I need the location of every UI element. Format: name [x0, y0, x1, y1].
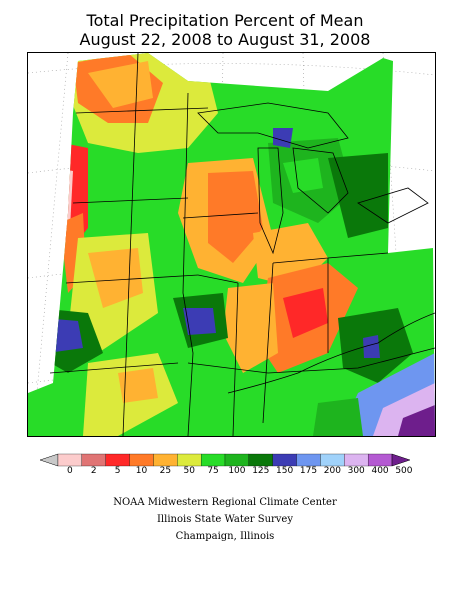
- legend-swatch-11: [320, 453, 345, 467]
- precipitation-map: [27, 52, 436, 437]
- legend-swatch-8: [248, 453, 273, 467]
- legend-label-0: 0: [67, 466, 73, 476]
- map-canvas: [28, 53, 435, 436]
- credit-survey: Illinois State Water Survey: [156, 514, 293, 525]
- credit-location: Champaign, Illinois: [175, 531, 275, 542]
- legend-label-150: 150: [276, 466, 294, 476]
- legend-swatch-13: [367, 453, 393, 467]
- legend-label-5: 5: [114, 466, 121, 476]
- legend-label-200: 200: [323, 466, 341, 476]
- legend-label-10: 10: [135, 466, 148, 476]
- legend-swatch-7: [224, 453, 250, 467]
- legend-label-75: 75: [207, 466, 219, 476]
- legend-label-300: 300: [347, 466, 365, 476]
- credit-organization: NOAA Midwestern Regional Climate Center: [113, 497, 337, 508]
- legend-label-125: 125: [252, 466, 270, 476]
- legend-label-50: 50: [183, 466, 195, 476]
- legend-swatch-3: [129, 453, 154, 467]
- legend: 0 2 5 10 25 50 75 100 125 150 175 200 300 400 500: [39, 452, 413, 482]
- legend-bar: [39, 453, 411, 467]
- state-boundaries: [49, 53, 435, 436]
- legend-swatch-high: [391, 453, 411, 467]
- legend-swatch-9: [272, 453, 297, 467]
- map-title: Total Precipitation Percent of Mean: [86, 11, 364, 30]
- legend-swatch-low: [39, 453, 59, 467]
- legend-label-175: 175: [299, 466, 318, 476]
- legend-swatch-10: [296, 453, 321, 467]
- legend-swatch-2: [105, 453, 130, 467]
- legend-swatch-5: [177, 453, 202, 467]
- legend-swatch-12: [344, 453, 369, 467]
- legend-label-500: 500: [395, 466, 413, 476]
- legend-label-25: 25: [159, 466, 172, 476]
- legend-label-2: 2: [90, 466, 97, 476]
- legend-swatch-0: [57, 453, 83, 467]
- legend-label-400: 400: [371, 466, 389, 476]
- legend-swatch-6: [200, 453, 226, 467]
- graticule: [28, 53, 435, 436]
- legend-label-100: 100: [228, 466, 246, 476]
- legend-swatch-1: [81, 453, 106, 467]
- map-date-range: August 22, 2008 to August 31, 2008: [79, 30, 371, 49]
- precipitation-field: [28, 53, 435, 436]
- legend-swatch-4: [153, 453, 178, 467]
